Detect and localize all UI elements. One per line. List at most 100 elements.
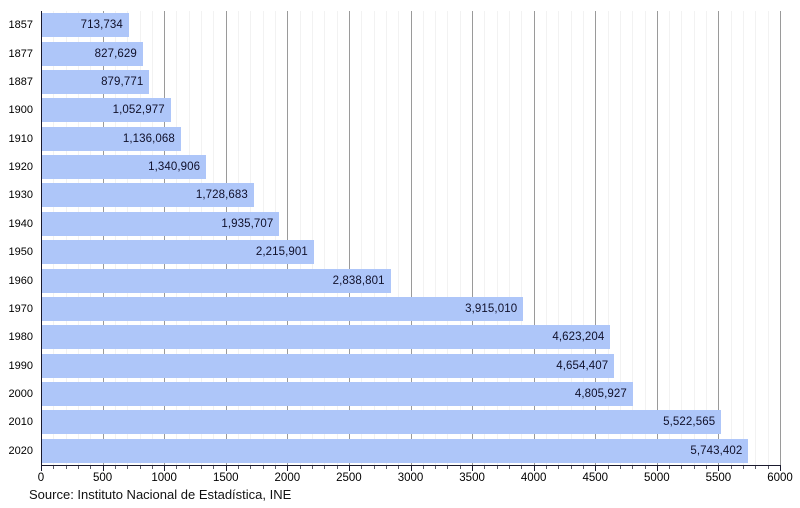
bar[interactable] xyxy=(41,98,171,123)
bar-value-label: 1,935,707 xyxy=(221,217,274,230)
bar[interactable] xyxy=(41,69,150,94)
bar-row[interactable]: 713,734 xyxy=(41,13,780,38)
bar-row[interactable]: 1,728,683 xyxy=(41,183,780,208)
x-tick-mark-minor xyxy=(509,466,510,469)
x-tick-mark-minor xyxy=(201,466,202,469)
bar-value-label: 2,215,901 xyxy=(255,246,308,259)
bar[interactable] xyxy=(41,438,749,463)
bar-row[interactable]: 1,935,707 xyxy=(41,211,780,236)
bar-row[interactable]: 4,654,407 xyxy=(41,353,780,378)
x-tick-mark-major xyxy=(41,466,42,471)
x-tick-mark-minor xyxy=(546,466,547,469)
x-tick-mark-minor xyxy=(386,466,387,469)
x-tick-mark-minor xyxy=(263,466,264,469)
x-axis-tick-label: 2500 xyxy=(336,472,362,484)
bars-container: 713,734 827,629 879,771 1,052,977 1,136,068 1… xyxy=(41,11,780,465)
bar[interactable] xyxy=(41,240,314,265)
bar-value-label: 879,771 xyxy=(101,75,144,88)
y-axis-tick-label: 1980 xyxy=(8,331,33,344)
gridline-major xyxy=(780,11,781,465)
bar-row[interactable]: 1,340,906 xyxy=(41,155,780,180)
x-tick-mark-minor xyxy=(645,466,646,469)
x-tick-mark-minor xyxy=(189,466,190,469)
y-axis-tick-label: 2000 xyxy=(8,388,33,401)
x-tick-mark-minor xyxy=(743,466,744,469)
x-tick-mark-major xyxy=(349,466,350,471)
y-axis-tick-label: 1950 xyxy=(8,246,33,259)
x-tick-mark-minor xyxy=(583,466,584,469)
x-tick-mark-minor xyxy=(669,466,670,469)
bar-row[interactable]: 3,915,010 xyxy=(41,296,780,321)
x-tick-mark-minor xyxy=(706,466,707,469)
bar-row[interactable]: 879,771 xyxy=(41,69,780,94)
x-tick-mark-minor xyxy=(632,466,633,469)
bar[interactable] xyxy=(41,13,129,38)
bar-value-label: 5,743,402 xyxy=(690,444,743,457)
bar[interactable] xyxy=(41,325,611,350)
bar[interactable] xyxy=(41,41,143,66)
x-axis-tick-label: 5500 xyxy=(705,472,732,484)
x-tick-mark-minor xyxy=(176,466,177,469)
bar[interactable] xyxy=(41,353,615,378)
x-tick-mark-minor xyxy=(250,466,251,469)
x-tick-mark-minor xyxy=(398,466,399,469)
x-tick-mark-major xyxy=(718,466,719,471)
x-tick-mark-minor xyxy=(681,466,682,469)
x-tick-mark-major xyxy=(657,466,658,471)
bar-row[interactable]: 2,215,901 xyxy=(41,240,780,265)
y-axis-tick-label: 1877 xyxy=(8,47,33,60)
bar-value-label: 4,623,204 xyxy=(552,331,605,344)
x-tick-mark-minor xyxy=(324,466,325,469)
y-axis-tick-label: 1910 xyxy=(8,132,33,145)
bar-value-label: 2,838,801 xyxy=(332,274,385,287)
bar[interactable] xyxy=(41,211,280,236)
x-tick-mark-minor xyxy=(238,466,239,469)
x-tick-mark-minor xyxy=(213,466,214,469)
bar-row[interactable]: 5,522,565 xyxy=(41,410,780,435)
x-tick-mark-major xyxy=(164,466,165,471)
x-axis-tick-label: 1000 xyxy=(151,472,177,484)
bar[interactable] xyxy=(41,268,391,293)
x-tick-mark-major xyxy=(103,466,104,471)
bar-row[interactable]: 827,629 xyxy=(41,41,780,66)
x-axis-tick-label: 500 xyxy=(92,472,113,484)
y-axis-tick-label: 1960 xyxy=(8,274,33,287)
x-tick-mark-major xyxy=(595,466,596,471)
x-tick-mark-major xyxy=(780,466,781,471)
bar[interactable] xyxy=(41,155,207,180)
x-tick-mark-minor xyxy=(275,466,276,469)
bar-row[interactable]: 5,743,402 xyxy=(41,438,780,463)
bar-row[interactable]: 2,838,801 xyxy=(41,268,780,293)
x-tick-mark-minor xyxy=(66,466,67,469)
bar-row[interactable]: 4,623,204 xyxy=(41,325,780,350)
x-tick-mark-minor xyxy=(127,466,128,469)
bar-row[interactable]: 1,136,068 xyxy=(41,126,780,151)
bar-value-label: 3,915,010 xyxy=(465,302,518,315)
y-axis-tick-label: 1990 xyxy=(8,359,33,372)
bar-row[interactable]: 4,805,927 xyxy=(41,382,780,407)
bar-value-label: 1,340,906 xyxy=(148,161,201,174)
y-axis-line xyxy=(41,11,42,465)
x-tick-mark-minor xyxy=(768,466,769,469)
x-tick-mark-minor xyxy=(337,466,338,469)
bar[interactable] xyxy=(41,183,254,208)
x-tick-mark-minor xyxy=(90,466,91,469)
x-tick-mark-minor xyxy=(115,466,116,469)
bar[interactable] xyxy=(41,382,633,407)
y-axis-tick-label: 1900 xyxy=(8,104,33,117)
x-tick-mark-minor xyxy=(558,466,559,469)
y-axis-tick-label: 1970 xyxy=(8,302,33,315)
x-tick-mark-minor xyxy=(497,466,498,469)
bar-row[interactable]: 1,052,977 xyxy=(41,98,780,123)
y-axis-tick-label: 2010 xyxy=(8,416,33,429)
x-tick-mark-major xyxy=(534,466,535,471)
source-note: Source: Instituto Nacional de Estadístic… xyxy=(29,487,292,502)
bar[interactable] xyxy=(41,126,181,151)
x-axis-tick-label: 5000 xyxy=(644,472,670,484)
x-tick-mark-major xyxy=(287,466,288,471)
bar-value-label: 4,654,407 xyxy=(556,359,609,372)
y-axis-tick-label: 1887 xyxy=(8,75,33,88)
bar[interactable] xyxy=(41,410,722,435)
bar[interactable] xyxy=(41,296,524,321)
